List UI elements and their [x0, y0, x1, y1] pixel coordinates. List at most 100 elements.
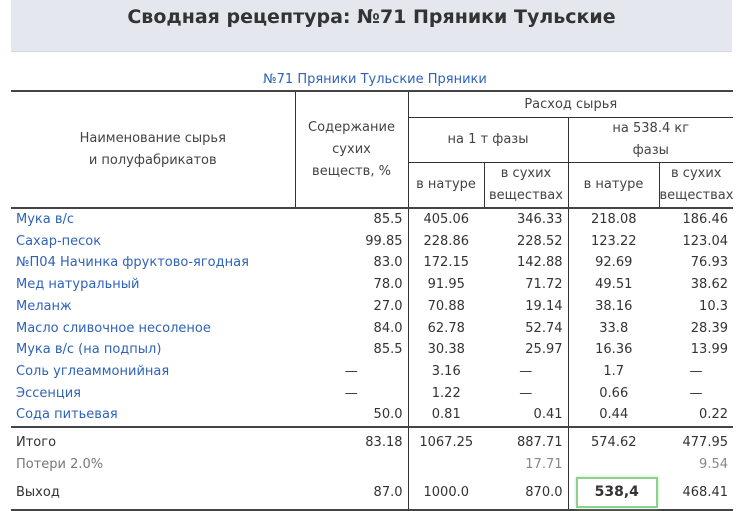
batch-natural-value: 1.7 — [567, 360, 659, 383]
output-ton-dry: 870.0 — [525, 484, 563, 500]
dry-content-value: 50.0 — [373, 407, 403, 423]
ingredient-row: Сахар-песок 99.85 228.86 228.52 123.22 123.04 — [11, 230, 733, 253]
losses-ton-dry: 17.71 — [525, 456, 563, 472]
output-row: Выход 87.0 1000.0 870.0 538,4 468.41 — [11, 475, 733, 511]
batch-dry-value: 10.3 — [699, 298, 728, 314]
ton-dry-value: 142.88 — [517, 255, 563, 271]
ton-dry-value: — — [519, 363, 533, 379]
ton-natural-value: 30.38 — [407, 339, 484, 361]
output-dry: 87.0 — [373, 484, 403, 500]
batch-dry-value: 38.62 — [690, 277, 728, 293]
column-header-per-batch: на 538.4 кг фазы — [567, 117, 733, 163]
total-label: Итого — [16, 435, 57, 451]
recipe-subtitle-link[interactable]: №71 Пряники Тульские Пряники — [263, 72, 487, 87]
ton-natural-value: 1.22 — [407, 382, 484, 405]
ton-dry-value: 71.72 — [525, 277, 563, 293]
ton-natural-value: 3.16 — [407, 360, 484, 383]
ton-dry-value: 52.74 — [525, 320, 563, 336]
batch-dry-value: 76.93 — [690, 255, 728, 271]
ingredient-name-link[interactable]: Масло сливочное несоленое — [16, 320, 211, 336]
column-header-name: Наименование сырья и полуфабрикатов — [11, 90, 295, 208]
ton-natural-value: 62.78 — [407, 317, 484, 340]
output-batch-dry: 468.41 — [682, 484, 729, 500]
batch-natural-value: 123.22 — [567, 230, 659, 253]
column-header-batch-dry: в сухих веществах — [658, 162, 733, 208]
column-header-per-ton: на 1 т фазы — [407, 117, 568, 163]
total-row: Итого 83.18 1067.25 887.71 574.62 477.95 — [11, 427, 733, 454]
ton-dry-value: 0.41 — [533, 407, 563, 423]
column-header-batch-natural: в натуре — [567, 162, 659, 208]
losses-row: Потери 2.0% 17.71 9.54 — [11, 453, 733, 476]
ingredient-row: №П04 Начинка фруктово-ягодная 83.0 172.15 1… — [11, 252, 733, 275]
batch-dry-value: — — [689, 385, 703, 401]
batch-natural-value: 33.8 — [567, 317, 659, 340]
page-header: Сводная рецептура: №71 Пряники Тульские — [11, 0, 732, 52]
batch-natural-value: 49.51 — [567, 274, 659, 296]
total-ton-dry: 887.71 — [517, 435, 563, 451]
output-label: Выход — [16, 484, 60, 500]
dry-content-value: 99.85 — [365, 233, 403, 249]
ingredient-row: Эссенция — 1.22 — 0.66 — — [11, 382, 733, 405]
column-header-dry-content: Содержание сухих веществ, % — [294, 90, 408, 208]
output-batch-input[interactable]: 538,4 — [575, 476, 658, 508]
column-header-consumption: Расход сырья — [407, 90, 733, 118]
ingredient-row: Масло сливочное несоленое 84.0 62.78 52.74 3… — [11, 317, 733, 340]
ingredient-row: Мед натуральный 78.0 91.95 71.72 49.51 38.62 — [11, 274, 733, 296]
ton-natural-value: 70.88 — [407, 295, 484, 318]
ingredient-name-link[interactable]: Мука в/с — [16, 212, 75, 227]
ton-natural-value: 172.15 — [407, 252, 484, 275]
dry-content-value: 85.5 — [373, 212, 403, 227]
batch-natural-value: 92.69 — [567, 252, 659, 275]
ingredient-name-link[interactable]: Мед натуральный — [16, 277, 140, 293]
dry-content-value: 83.0 — [373, 255, 403, 271]
dry-content-value: — — [344, 385, 358, 401]
dry-content-value: 84.0 — [373, 320, 403, 336]
ingredient-name-link[interactable]: Эссенция — [16, 385, 81, 401]
ton-dry-value: 346.33 — [517, 212, 563, 227]
page-title: Сводная рецептура: №71 Пряники Тульские — [127, 6, 616, 28]
ingredient-name-link[interactable]: Меланж — [16, 298, 72, 314]
batch-dry-value: 0.22 — [699, 407, 728, 423]
dry-content-value: — — [344, 363, 358, 379]
ingredient-row: Соль углеаммонийная — 3.16 — 1.7 — — [11, 360, 733, 383]
batch-dry-value: 123.04 — [682, 233, 729, 249]
ton-dry-value: — — [519, 385, 533, 401]
total-ton-natural: 1067.25 — [407, 427, 484, 454]
dry-content-value: 85.5 — [373, 342, 403, 358]
dry-content-value: 78.0 — [373, 277, 403, 293]
ingredient-name-link[interactable]: Мука в/с (на подпыл) — [16, 342, 162, 358]
batch-natural-value: 0.66 — [567, 382, 659, 405]
ton-dry-value: 25.97 — [525, 342, 563, 358]
total-batch-dry: 477.95 — [682, 435, 729, 451]
batch-dry-value: 186.46 — [682, 212, 729, 227]
batch-dry-value: — — [689, 363, 703, 379]
total-dry: 83.18 — [365, 435, 403, 451]
ingredient-name-link[interactable]: Сахар-песок — [16, 233, 102, 249]
ton-dry-value: 228.52 — [517, 233, 563, 249]
ton-natural-value: 91.95 — [407, 274, 484, 296]
batch-natural-value: 16.36 — [567, 339, 659, 361]
total-batch-natural: 574.62 — [567, 427, 659, 454]
ton-natural-value: 0.81 — [407, 404, 484, 428]
ton-dry-value: 19.14 — [525, 298, 563, 314]
dry-content-value: 27.0 — [373, 298, 403, 314]
column-header-ton-natural: в натуре — [407, 162, 484, 208]
ingredient-row: Меланж 27.0 70.88 19.14 38.16 10.3 — [11, 295, 733, 318]
recipe-table: Наименование сырья и полуфабрикатов Содер… — [11, 90, 733, 511]
losses-batch-dry: 9.54 — [699, 456, 728, 472]
ingredient-name-link[interactable]: №П04 Начинка фруктово-ягодная — [16, 255, 249, 271]
ton-natural-value: 228.86 — [407, 230, 484, 253]
ingredient-row: Мука в/с 85.5 405.06 346.33 218.08 186.46 — [11, 208, 733, 231]
ingredient-name-link[interactable]: Соль углеаммонийная — [16, 363, 170, 379]
column-header-ton-dry: в сухих веществах — [483, 162, 568, 208]
batch-dry-value: 28.39 — [690, 320, 728, 336]
ingredient-row: Мука в/с (на подпыл) 85.5 30.38 25.97 16.36 1… — [11, 339, 733, 361]
batch-natural-value: 218.08 — [567, 208, 659, 231]
batch-natural-value: 38.16 — [567, 295, 659, 318]
batch-natural-value: 0.44 — [567, 404, 659, 428]
losses-label: Потери 2.0% — [16, 456, 104, 472]
ingredient-row: Сода питьевая 50.0 0.81 0.41 0.44 0.22 — [11, 404, 733, 428]
ingredient-name-link[interactable]: Сода питьевая — [16, 407, 118, 423]
output-ton-natural: 1000.0 — [407, 475, 484, 511]
ton-natural-value: 405.06 — [407, 208, 484, 231]
